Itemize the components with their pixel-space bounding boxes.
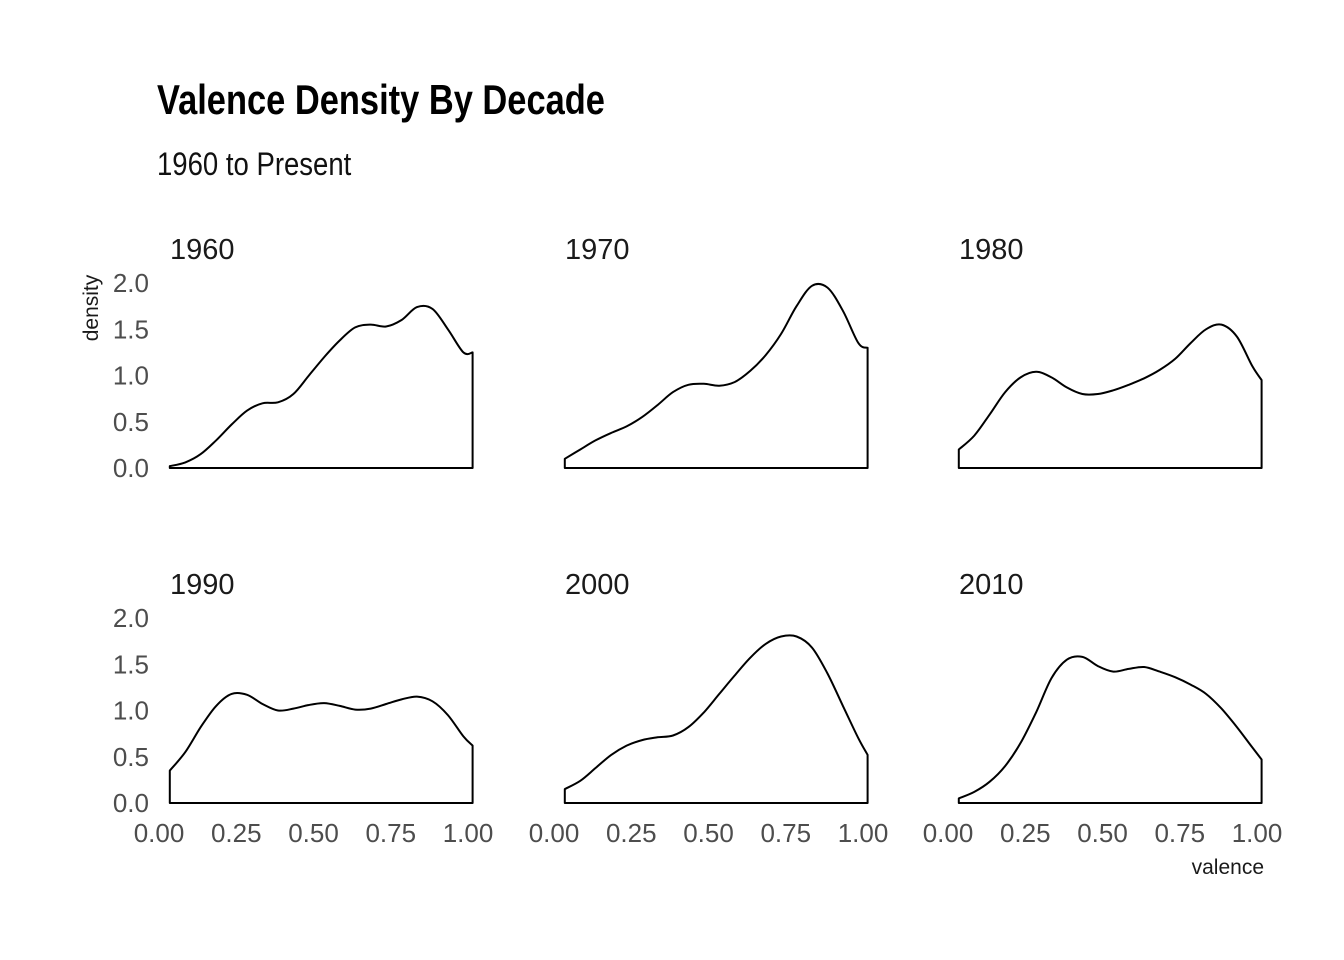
density-curve-1990 [168,691,474,804]
facet-label-2010: 2010 [959,569,1024,601]
x-tick-label: 1.00 [838,818,889,848]
y-tick-label: 0.0 [113,453,149,483]
x-tick-label: 0.25 [606,818,657,848]
y-tick-label: 1.0 [113,696,149,726]
x-tick-label: 0.50 [1077,818,1128,848]
x-tick-label: 0.75 [365,818,416,848]
y-tick-label: 2.0 [113,603,149,633]
x-tick-label: 0.00 [134,818,185,848]
chart-title: Valence Density By Decade [157,76,605,123]
x-tick-label: 0.25 [1000,818,1051,848]
x-tick-label: 0.50 [288,818,339,848]
density-curve-1960 [168,304,474,469]
density-curve-2010 [957,655,1263,804]
density-curve-1980 [957,323,1263,469]
facet-label-1980: 1980 [959,234,1024,266]
y-tick-label: 0.5 [113,742,149,772]
y-tick-label: 2.0 [113,268,149,298]
y-tick-label: 0.0 [113,788,149,818]
facet-label-1960: 1960 [170,234,235,266]
x-tick-label: 1.00 [443,818,494,848]
density-curve-1970 [563,282,869,469]
facet-label-2000: 2000 [565,569,630,601]
x-tick-label: 0.00 [529,818,580,848]
x-tick-label: 0.75 [760,818,811,848]
x-tick-label: 0.00 [923,818,974,848]
x-tick-label: 1.00 [1232,818,1283,848]
y-axis-title: density [80,274,103,341]
x-tick-label: 0.25 [211,818,262,848]
x-tick-label: 0.75 [1154,818,1205,848]
x-tick-label: 0.50 [683,818,734,848]
y-tick-label: 0.5 [113,407,149,437]
facet-label-1990: 1990 [170,569,235,601]
x-axis-title: valence [1192,856,1264,879]
y-tick-label: 1.0 [113,361,149,391]
y-tick-label: 1.5 [113,649,149,679]
facet-label-1970: 1970 [565,234,630,266]
y-tick-label: 1.5 [113,314,149,344]
density-curve-2000 [563,634,869,804]
chart-subtitle: 1960 to Present [157,146,352,182]
